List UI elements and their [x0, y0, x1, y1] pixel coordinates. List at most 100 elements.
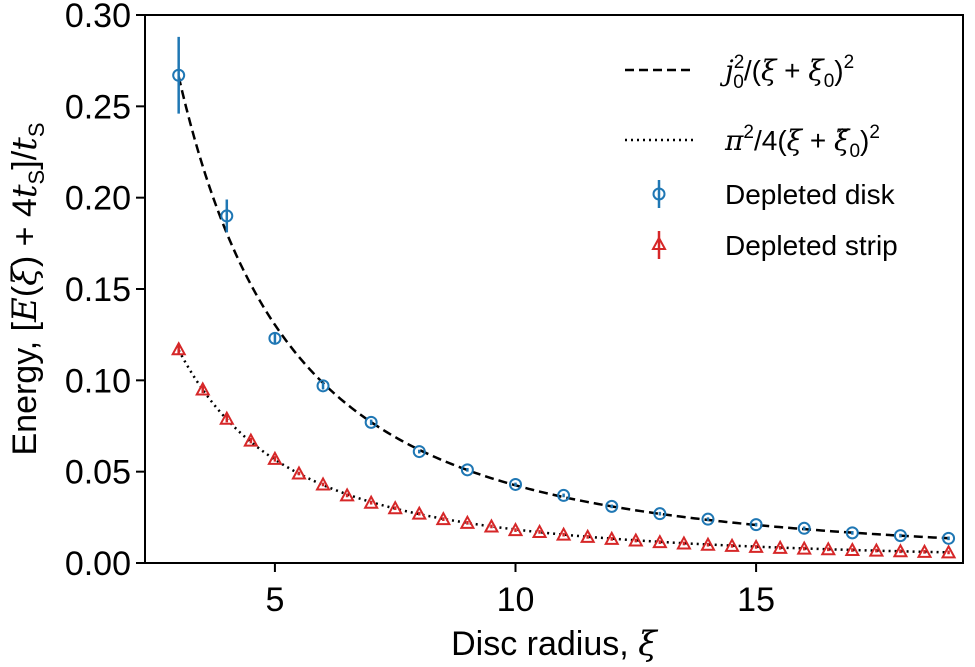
fit-curves	[177, 76, 949, 554]
y-tick-label: 0.30	[65, 0, 131, 35]
legend-dashed-label: j2 0/(ξ + ξ0)2	[719, 52, 854, 93]
depleted-strip-point	[170, 341, 187, 356]
depleted-disk-point	[557, 488, 571, 502]
y-tick-label: 0.15	[65, 271, 131, 309]
y-label-mid: ) + 4	[6, 198, 44, 267]
depleted-strip-point	[411, 505, 427, 520]
depleted-strip-point	[507, 522, 524, 537]
depleted-strip-point	[291, 465, 307, 480]
legend-dotted-plus: +	[802, 125, 834, 156]
depleted-strip-point	[339, 487, 355, 502]
x-tick-label: 10	[497, 581, 535, 619]
depleted-strip-point	[363, 494, 379, 509]
depleted-strip-point	[724, 537, 740, 552]
x-tick-label: 15	[737, 581, 775, 619]
y-label-prefix: Energy, [	[6, 321, 44, 455]
depleted-strip-point	[820, 541, 836, 556]
depleted-strip-point	[579, 528, 596, 543]
legend-pi-sup: 2	[743, 122, 754, 143]
depleted-strip-point	[483, 518, 500, 533]
legend: j2 0/(ξ + ξ0)2 π2/4(ξ + ξ̃0)2 Depleted di…	[625, 52, 898, 261]
depleted-strip-point	[676, 535, 692, 550]
legend-j-sub: 0	[733, 72, 744, 93]
y-tick-label: 0.05	[65, 454, 131, 492]
depleted-disk-point	[316, 379, 330, 393]
legend-strip-marker	[651, 235, 667, 250]
depleted-disk-point	[220, 209, 234, 223]
y-label-open: (	[6, 285, 44, 297]
depleted-disk-point	[701, 512, 715, 526]
depleted-strip-point	[531, 523, 548, 538]
legend-dotted-end: )	[860, 125, 869, 156]
depleted-strip-point	[940, 544, 957, 559]
depleted-disk-point	[893, 529, 907, 543]
legend-dotted-xi: ξ	[787, 124, 804, 157]
data-markers	[170, 36, 957, 559]
dotted-fit	[177, 349, 949, 554]
legend-dotted-mid: /4(	[754, 125, 787, 156]
legend-dotted-sup2: 2	[869, 122, 880, 143]
legend-disk-marker	[652, 187, 666, 201]
depleted-strip-point	[772, 539, 788, 554]
legend-pi: π	[724, 124, 744, 157]
y-label-e: E	[5, 297, 45, 323]
depleted-strip-point	[555, 526, 572, 541]
depleted-strip-point	[315, 476, 331, 491]
depleted-strip-point	[748, 538, 764, 553]
y-label-xi: ξ	[5, 265, 45, 286]
legend-dashed-xi0: ξ	[808, 54, 825, 87]
depleted-disk-point	[509, 477, 523, 491]
x-axis-ticks: 5 10 15	[265, 563, 775, 619]
depleted-strip-point	[459, 514, 476, 529]
depleted-disk-point	[942, 531, 956, 545]
depleted-disk-point	[364, 415, 378, 429]
x-tick-label: 5	[265, 581, 284, 619]
depleted-strip-point	[195, 381, 211, 396]
depleted-strip-point	[844, 541, 861, 557]
y-label-s2: S	[24, 122, 49, 137]
y-axis-ticks: 0.00 0.05 0.10 0.15 0.20 0.25 0.30	[65, 0, 145, 583]
legend-strip-label: Depleted strip	[725, 230, 898, 261]
depleted-disk-point	[172, 68, 186, 82]
legend-dotted-xi0: ξ̃	[834, 124, 851, 157]
depleted-strip-point	[604, 530, 620, 545]
depleted-disk-point	[412, 445, 426, 459]
y-label-close: ]/	[6, 150, 44, 169]
y-axis-label: Energy, [E(ξ) + 4tS]/tS	[5, 122, 49, 455]
depleted-disk-point	[797, 521, 811, 535]
depleted-strip-point	[435, 511, 452, 526]
depleted-disk-point	[845, 526, 859, 540]
depleted-strip-point	[700, 536, 716, 551]
y-label-t: t	[5, 184, 45, 198]
legend-j-sup: 2	[734, 52, 745, 73]
depleted-strip-point	[916, 543, 933, 558]
legend-j: j	[719, 54, 734, 87]
depleted-strip-point	[219, 410, 235, 425]
legend-dashed-plus: +	[776, 55, 808, 86]
legend-dashed-xi: ξ	[761, 54, 778, 87]
legend-disk-label: Depleted disk	[725, 179, 896, 210]
y-label-s: S	[24, 170, 49, 185]
y-tick-label: 0.00	[65, 545, 131, 583]
depleted-strip-point	[652, 534, 668, 549]
depleted-disk-point	[460, 463, 474, 477]
depleted-disk-point	[749, 518, 763, 532]
depleted-strip-point	[243, 432, 259, 447]
dashed-fit	[177, 76, 949, 540]
depleted-strip-point	[628, 532, 644, 547]
y-tick-label: 0.20	[65, 180, 131, 218]
legend-dashed-mid: /(	[744, 55, 762, 86]
depleted-strip-point	[387, 500, 403, 515]
plot-frame	[144, 14, 964, 564]
depleted-strip-point	[267, 450, 283, 465]
depleted-disk-point	[653, 507, 667, 521]
depleted-disk-point	[605, 499, 619, 513]
depleted-strip-point	[868, 542, 885, 557]
legend-dashed-sup2: 2	[844, 52, 855, 73]
legend-dashed-sub2: 0	[824, 71, 835, 92]
depleted-disk-point	[268, 331, 282, 345]
x-axis-label: Disc radius, ξ	[451, 624, 659, 664]
y-tick-label: 0.25	[65, 88, 131, 126]
legend-dotted-label: π2/4(ξ + ξ̃0)2	[724, 122, 880, 162]
